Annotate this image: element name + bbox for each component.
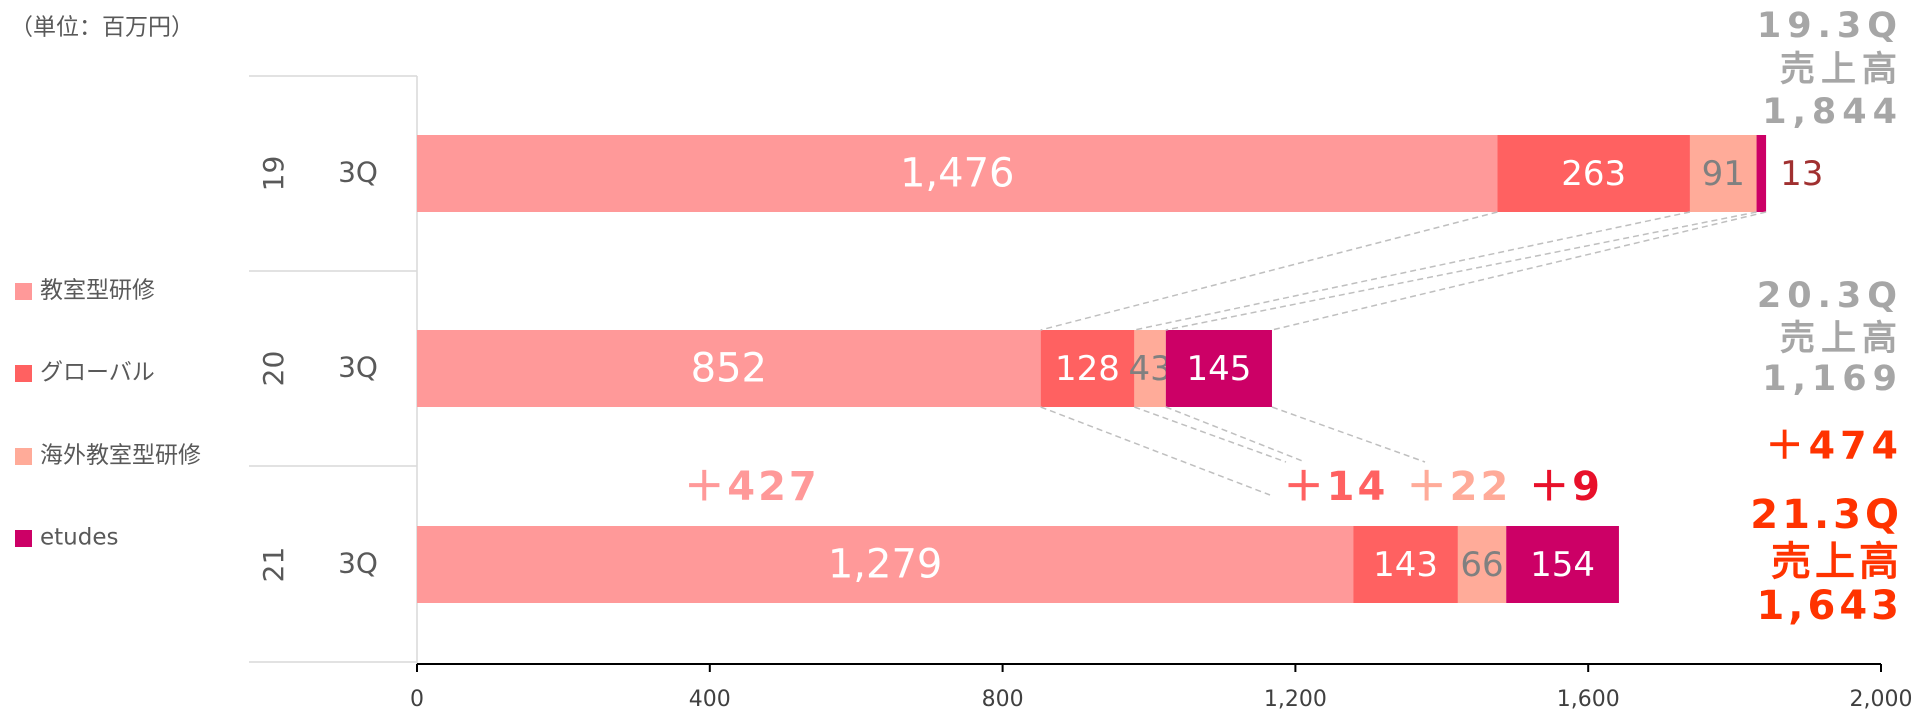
total-label: 19.3Q [1757,6,1903,46]
row-year-label: 20 [257,351,290,387]
change-label: ＋9 [1529,464,1603,510]
bar-segment [1506,526,1619,603]
row-year-label: 21 [257,547,290,583]
total-label: 売上高 [1780,319,1903,359]
total-label: 1,844 [1762,92,1903,132]
connector [1040,211,1498,331]
total-label: 売上高 [1780,50,1903,90]
bar-segment [1756,135,1767,212]
row-quarter-label: 3Q [338,156,378,189]
legend-label: グローバル [40,360,155,386]
total-label: 20.3Q [1757,276,1903,316]
value-label: 128 [1055,349,1120,389]
bar-segment [417,135,1498,212]
x-tick-label: 2,000 [1850,687,1913,712]
change-label: ＋14 [1284,464,1389,510]
row-year-label: 19 [257,156,290,192]
value-label: 66 [1460,545,1503,585]
connector [1134,406,1287,463]
total-label: 21.3Q [1750,492,1903,538]
change-label: ＋427 [684,464,820,510]
connector [1040,406,1271,496]
connector [1165,211,1757,331]
x-tick-label: 1,200 [1264,687,1327,712]
bar-segment [1134,330,1166,407]
bar-segment [1457,526,1507,603]
value-label: 263 [1561,154,1626,194]
connector [1165,406,1306,463]
value-label: 13 [1780,154,1823,194]
connector [1134,211,1691,331]
total-label: 1,169 [1762,359,1903,399]
x-tick-label: 400 [689,687,731,712]
unit-label: （単位：百万円） [10,15,194,41]
value-label: 145 [1186,349,1251,389]
bar-segment [1689,135,1757,212]
bar-segment [1497,135,1690,212]
bar-segment [417,330,1041,407]
x-tick-label: 0 [410,687,424,712]
legend-label: etudes [40,525,118,551]
bar-segment [1165,330,1272,407]
value-label: 143 [1373,545,1438,585]
value-label: 43 [1128,349,1171,389]
x-tick-label: 1,600 [1557,687,1620,712]
value-label: 154 [1530,545,1595,585]
value-label: 91 [1702,154,1745,194]
connector [1271,406,1426,463]
legend-swatch [15,448,32,465]
row-quarter-label: 3Q [338,547,378,580]
legend-label: 海外教室型研修 [40,443,201,469]
bar-segment [1040,330,1135,407]
legend-swatch [15,530,32,547]
change-label: ＋22 [1407,464,1512,510]
total-label: 売上高 [1771,539,1903,585]
legend-label: 教室型研修 [40,278,155,304]
row-quarter-label: 3Q [338,351,378,384]
x-tick-label: 800 [982,687,1024,712]
total-label: 1,643 [1756,583,1903,629]
total-change-label: ＋474 [1766,424,1903,468]
value-label: 1,279 [828,542,943,588]
legend-swatch [15,365,32,382]
value-label: 1,476 [900,151,1015,197]
connector [1271,211,1767,331]
bar-segment [1353,526,1458,603]
legend-swatch [15,283,32,300]
bar-segment [417,526,1354,603]
value-label: 852 [691,346,767,392]
